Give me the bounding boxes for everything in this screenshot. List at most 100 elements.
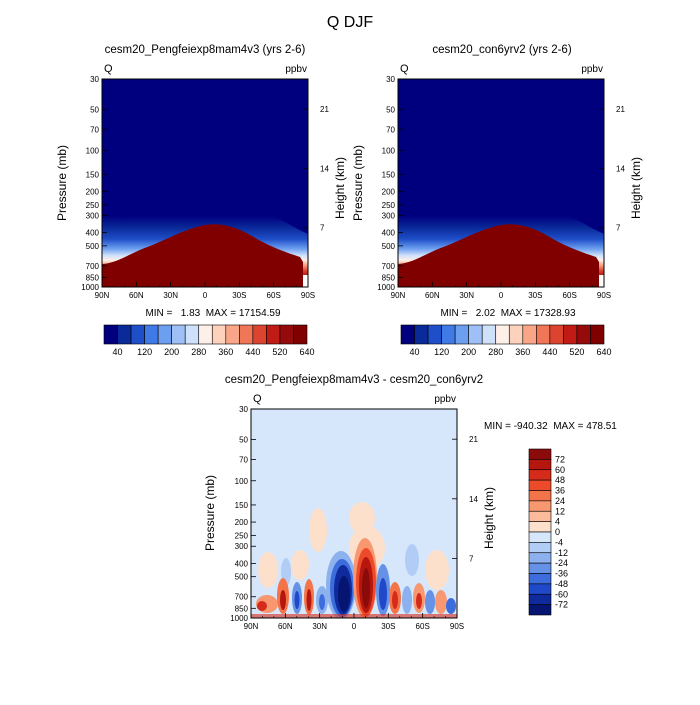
y-right-tick-label: 14 xyxy=(469,495,478,504)
y-tick-label: 250 xyxy=(86,201,100,210)
contour-field xyxy=(398,79,604,287)
colorbar-swatch xyxy=(528,593,552,605)
colorbar-swatch xyxy=(293,324,308,345)
y-tick-label: 150 xyxy=(86,170,100,179)
colorbar-swatch xyxy=(481,324,497,345)
y-tick-label: 400 xyxy=(382,229,396,238)
colorbar-swatch xyxy=(528,521,552,533)
y-tick-label: 100 xyxy=(86,146,100,155)
y-axis-right-label: Height (km) xyxy=(482,487,496,549)
colorbar-swatch xyxy=(441,324,456,345)
y-right-tick-label: 7 xyxy=(616,224,621,233)
y-tick-label: 1000 xyxy=(81,283,99,292)
colorbar-swatch xyxy=(508,324,524,345)
y-tick-label: 850 xyxy=(382,273,396,282)
y-tick-label: 700 xyxy=(86,262,100,271)
colorbar-swatch xyxy=(252,324,267,345)
colorbar-swatch xyxy=(528,510,552,522)
colorbar-top-right: 40 120 200 280 360 440 520 640 xyxy=(400,324,612,357)
colorbar-label: 120 xyxy=(434,347,449,357)
colorbar-swatch xyxy=(528,542,552,554)
y-axis-label: Pressure (mb) xyxy=(351,145,365,221)
colorbar-swatch xyxy=(117,324,132,345)
colorbar-swatch xyxy=(590,324,605,345)
corner-right-label: ppbv xyxy=(285,64,307,75)
y-tick-label: 50 xyxy=(90,105,99,114)
colorbar-label: 48 xyxy=(555,475,565,485)
y-axis-right-label: Height (km) xyxy=(333,157,347,219)
panel-title: cesm20_Pengfeiexp8mam4v3 (yrs 2-6) xyxy=(105,44,306,56)
colorbar-swatch xyxy=(414,324,429,345)
corner-right-label: ppbv xyxy=(434,394,456,405)
x-tick-label: 30S xyxy=(232,291,246,300)
y-tick-label: 700 xyxy=(235,593,249,602)
panel-top-left: cesm20_Pengfeiexp8mam4v3 (yrs 2-6) Q ppb… xyxy=(55,44,347,319)
colorbar-swatch xyxy=(528,552,552,564)
corner-right-label: ppbv xyxy=(581,64,603,75)
y-right-tick-label: 7 xyxy=(469,554,474,563)
colorbar-swatch xyxy=(536,324,551,345)
colorbar-swatch xyxy=(198,324,213,345)
colorbar-label: 24 xyxy=(555,496,565,506)
y-right-tick-label: 7 xyxy=(320,224,325,233)
colorbar-label: 280 xyxy=(191,347,206,357)
colorbar-label: 360 xyxy=(515,347,530,357)
colorbar-swatch xyxy=(103,324,118,345)
colorbar-swatch xyxy=(495,324,510,345)
y-tick-label: 70 xyxy=(90,125,99,134)
figure-title: Q DJF xyxy=(327,14,373,31)
stats-text: MIN = 2.02 MAX = 17328.93 xyxy=(440,308,576,319)
y-axis-right-label: Height (km) xyxy=(629,157,643,219)
y-tick-label: 500 xyxy=(235,573,249,582)
y-tick-label: 1000 xyxy=(230,614,248,623)
colorbar-label: -60 xyxy=(555,589,568,599)
y-tick-label: 50 xyxy=(239,435,248,444)
colorbar-swatch xyxy=(130,324,145,345)
colorbar-swatch xyxy=(528,573,552,585)
x-tick-label: 90S xyxy=(450,622,464,631)
x-tick-label: 60N xyxy=(129,291,144,300)
y-tick-label: 70 xyxy=(239,456,248,465)
y-tick-label: 100 xyxy=(235,477,249,486)
x-tick-label: 30S xyxy=(381,622,395,631)
y-tick-label: 850 xyxy=(86,273,100,282)
x-tick-label: 90S xyxy=(597,291,611,300)
colorbar-label: -24 xyxy=(555,558,568,568)
y-tick-label: 300 xyxy=(382,212,396,221)
colorbar-label: 640 xyxy=(596,347,611,357)
colorbar-label: 36 xyxy=(555,486,565,496)
colorbar-label: 360 xyxy=(218,347,233,357)
x-tick-label: 60S xyxy=(267,291,281,300)
x-tick-label: 90N xyxy=(391,291,406,300)
y-tick-label: 500 xyxy=(86,242,100,251)
colorbar-swatch xyxy=(144,324,159,345)
y-tick-label: 700 xyxy=(382,262,396,271)
panel-bottom: cesm20_Pengfeiexp8mam4v3 - cesm20_con6yr… xyxy=(203,374,617,631)
x-tick-label: 60S xyxy=(416,622,430,631)
y-tick-label: 200 xyxy=(382,188,396,197)
y-axis-label: Pressure (mb) xyxy=(203,475,217,551)
x-tick-label: 0 xyxy=(499,291,504,300)
x-tick-label: 60N xyxy=(278,622,293,631)
colorbar-label: 200 xyxy=(164,347,179,357)
y-tick-label: 300 xyxy=(86,212,100,221)
x-tick-label: 30N xyxy=(312,622,327,631)
colorbar-label: -4 xyxy=(555,537,563,547)
colorbar-label: 4 xyxy=(555,517,560,527)
colorbar-swatch xyxy=(400,324,415,345)
x-tick-label: 0 xyxy=(352,622,357,631)
y-right-tick-label: 21 xyxy=(469,435,478,444)
colorbar-swatch xyxy=(528,500,552,512)
colorbar-swatch xyxy=(563,324,578,345)
colorbar-swatch xyxy=(528,490,552,502)
colorbar-swatch xyxy=(211,324,227,345)
y-tick-label: 250 xyxy=(382,201,396,210)
y-tick-label: 300 xyxy=(235,542,249,551)
x-tick-label: 30N xyxy=(163,291,178,300)
corner-left-label: Q xyxy=(400,63,409,75)
x-tick-label: 0 xyxy=(203,291,208,300)
y-tick-label: 150 xyxy=(382,170,396,179)
